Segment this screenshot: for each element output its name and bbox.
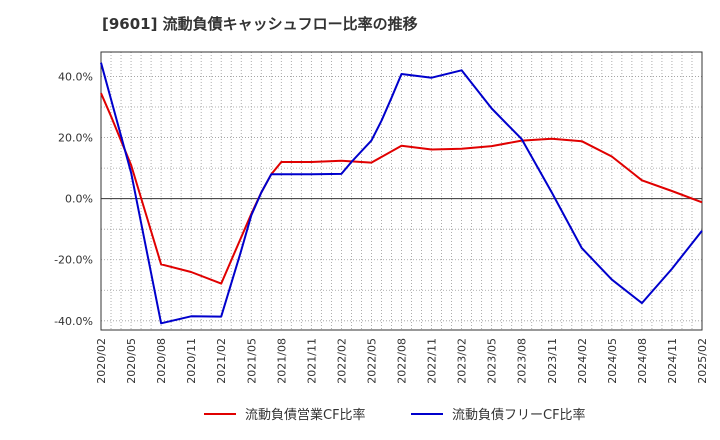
x-tick-label: 2020/05: [125, 338, 138, 384]
x-tick-label: 2021/11: [305, 338, 318, 384]
x-tick-label: 2020/08: [155, 338, 168, 384]
x-tick-label: 2024/05: [606, 338, 619, 384]
x-tick-label: 2022/02: [335, 338, 348, 384]
x-tick-label: 2021/08: [275, 338, 288, 384]
x-axis-ticks: 2020/02 2020/05 2020/08 2020/11 2021/02 2021/…: [95, 338, 709, 384]
x-tick-label: 2021/05: [245, 338, 258, 384]
x-tick-label: 2022/08: [396, 338, 409, 384]
y-tick-label: 0.0%: [65, 193, 93, 206]
legend: 流動負債営業CF比率 流動負債フリーCF比率: [204, 407, 586, 423]
x-tick-label: 2022/05: [365, 338, 378, 384]
y-tick-label: -20.0%: [54, 254, 93, 267]
x-tick-label: 2024/08: [636, 338, 649, 384]
x-tick-label: 2020/02: [95, 338, 108, 384]
y-tick-label: -40.0%: [54, 315, 93, 328]
x-tick-label: 2025/02: [696, 338, 709, 384]
x-tick-label: 2023/08: [516, 338, 529, 384]
x-tick-label: 2023/05: [486, 338, 499, 384]
grid: [101, 52, 702, 330]
legend-label-1: 流動負債営業CF比率: [245, 407, 366, 423]
x-tick-label: 2024/11: [666, 338, 679, 384]
y-tick-label: 40.0%: [58, 70, 93, 83]
x-tick-label: 2023/11: [546, 338, 559, 384]
x-tick-label: 2024/02: [576, 338, 589, 384]
x-tick-label: 2023/02: [456, 338, 469, 384]
legend-label-2: 流動負債フリーCF比率: [452, 407, 586, 423]
x-tick-label: 2020/11: [185, 338, 198, 384]
series-line-1: [100, 92, 703, 285]
y-axis-ticks: -40.0% -20.0% 0.0% 20.0% 40.0%: [54, 70, 93, 327]
series-layer: [100, 62, 703, 325]
x-tick-label: 2022/11: [426, 338, 439, 384]
series-line-2: [100, 62, 703, 325]
x-tick-label: 2021/02: [215, 338, 228, 384]
plot-frame: [100, 51, 703, 331]
y-tick-label: 20.0%: [58, 132, 93, 145]
chart-title: [9601] 流動負債キャッシュフロー比率の推移: [102, 15, 418, 33]
